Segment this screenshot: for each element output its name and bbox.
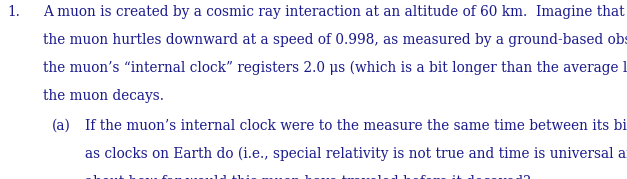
Text: the muon hurtles downward at a speed of 0.998, as measured by a ground-based obs: the muon hurtles downward at a speed of … — [43, 33, 627, 47]
Text: as clocks on Earth do (i.e., special relativity is not true and time is universa: as clocks on Earth do (i.e., special rel… — [85, 147, 627, 161]
Text: If the muon’s internal clock were to the measure the same time between its birth: If the muon’s internal clock were to the… — [85, 119, 627, 133]
Text: A muon is created by a cosmic ray interaction at an altitude of 60 km.  Imagine : A muon is created by a cosmic ray intera… — [43, 5, 627, 19]
Text: 1.: 1. — [8, 5, 21, 19]
Text: the muon’s “internal clock” registers 2.0 μs (which is a bit longer than the ave: the muon’s “internal clock” registers 2.… — [43, 61, 627, 75]
Text: (a): (a) — [51, 119, 70, 133]
Text: the muon decays.: the muon decays. — [43, 89, 164, 103]
Text: about how far would this muon have traveled before it decayed?: about how far would this muon have trave… — [85, 175, 530, 179]
